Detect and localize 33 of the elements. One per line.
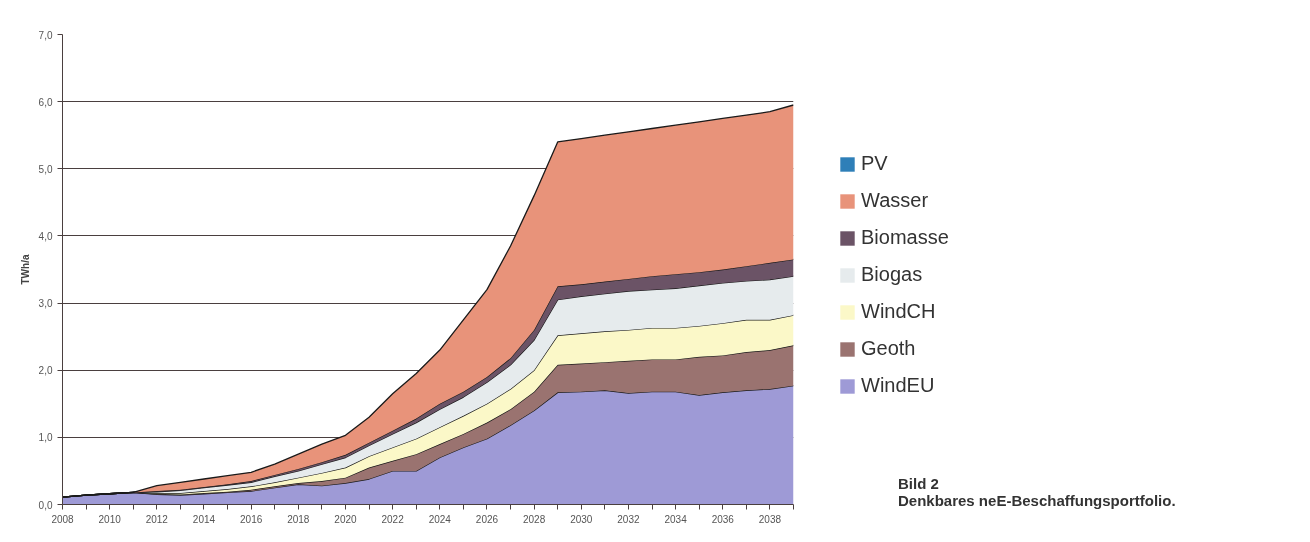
x-tick-label: 2016 [240, 513, 263, 525]
x-tick-label: 2014 [192, 513, 216, 525]
y-tick-label: 4,0 [38, 230, 53, 242]
x-tick-label: 2026 [475, 513, 499, 525]
legend-label: Wasser [861, 189, 929, 212]
legend-label: Biomasse [861, 226, 949, 249]
x-tick-label: 2032 [617, 513, 640, 525]
y-tick-label: 6,0 [38, 96, 53, 108]
x-tick-label: 2030 [570, 513, 593, 525]
legend-label: PV [861, 152, 888, 175]
legend-label: Biogas [861, 263, 923, 286]
x-tick-label: 2038 [758, 513, 782, 525]
x-tick-label: 2008 [51, 513, 75, 525]
y-tick-label: 3,0 [38, 298, 53, 310]
legend-label: Geoth [861, 337, 916, 360]
x-tick-label: 2028 [522, 513, 546, 525]
text: Bild 2 Denkbares neE-Beschaffungsportfolio. [898, 475, 1176, 510]
legend-label: WindCH [861, 300, 936, 323]
y-tick-label: 2,0 [38, 365, 53, 377]
x-tick-label: 2020 [334, 513, 358, 525]
y-tick-label: 0,0 [38, 499, 53, 511]
x-tick-label: 2034 [664, 513, 688, 525]
y-axis-title: TWh/a [19, 254, 31, 285]
x-tick-label: 2010 [98, 513, 122, 525]
y-tick-label: 1,0 [38, 432, 53, 444]
x-tick-label: 2012 [145, 513, 169, 525]
x-tick-label: 2036 [711, 513, 735, 525]
x-tick-label: 2022 [381, 513, 405, 525]
x-tick-label: 2024 [428, 513, 452, 525]
y-tick-label: 5,0 [38, 163, 53, 175]
y-tick-label: 7,0 [38, 29, 53, 41]
x-tick-label: 2018 [287, 513, 310, 525]
legend-label: WindEU [861, 374, 935, 397]
